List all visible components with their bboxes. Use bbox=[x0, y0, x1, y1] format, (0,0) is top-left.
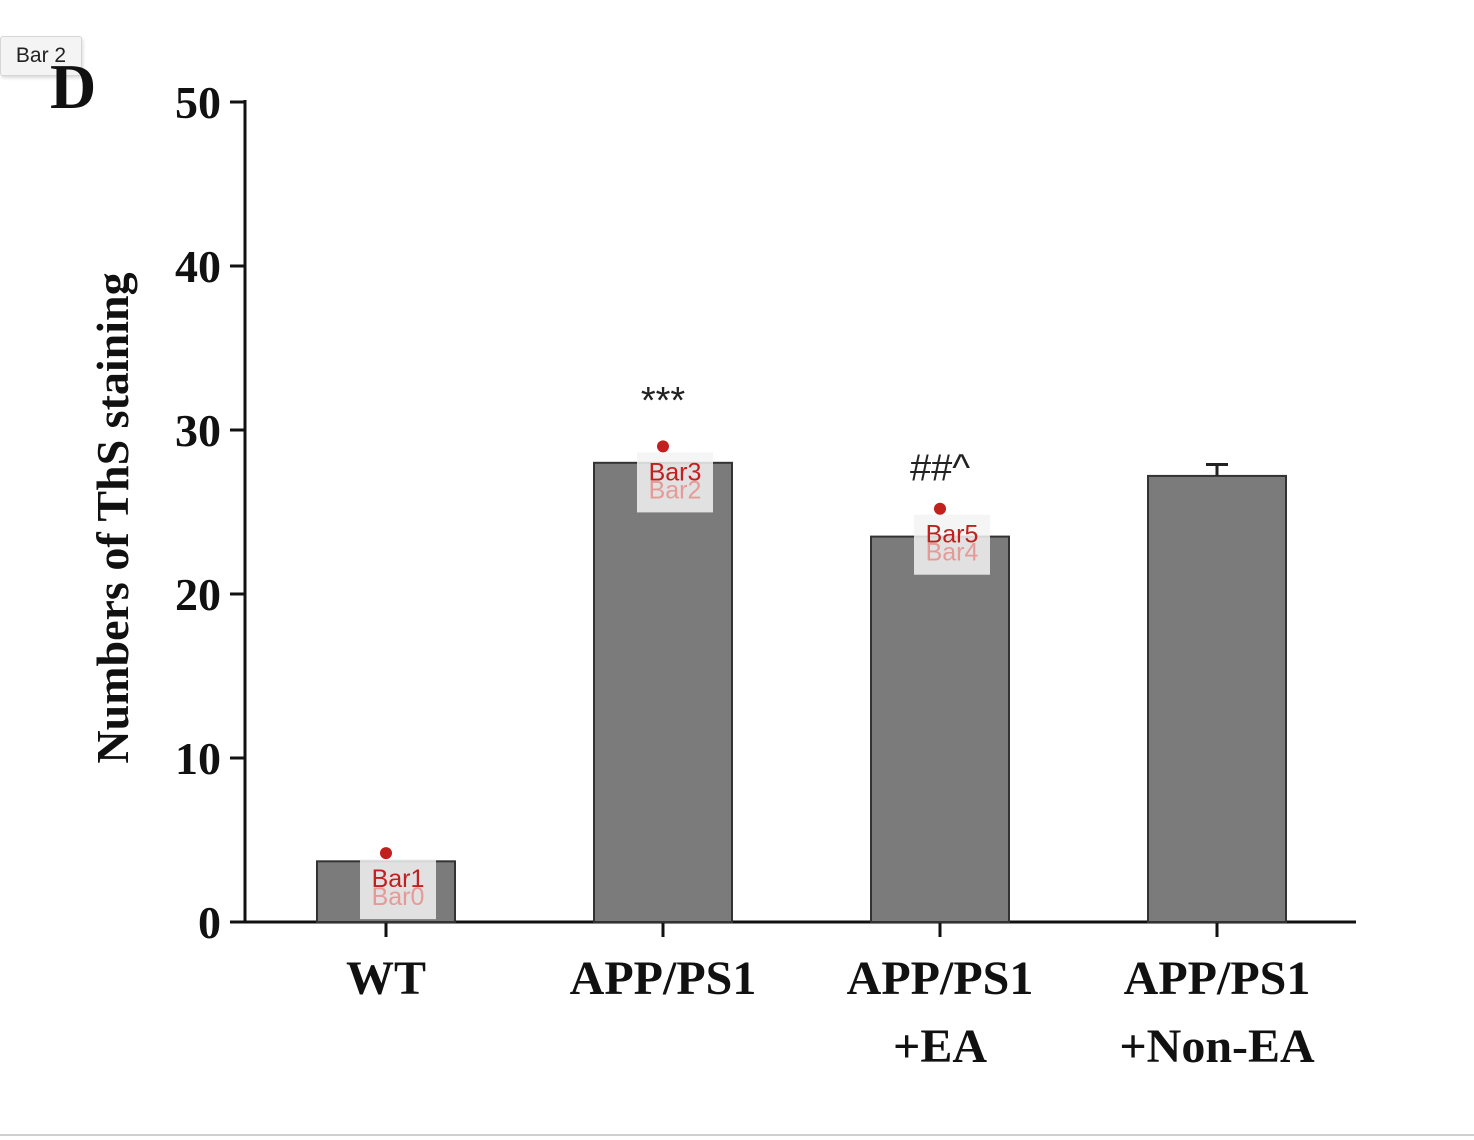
y-tick-label: 0 bbox=[198, 897, 221, 948]
marker-label-behind: Bar0 bbox=[372, 883, 425, 911]
window-bottom-border bbox=[0, 1134, 1474, 1136]
x-tick-label: APP/PS1 bbox=[570, 952, 757, 1005]
panel-label: D bbox=[50, 51, 96, 122]
marker-label-box bbox=[637, 452, 713, 513]
y-tick-label: 50 bbox=[175, 77, 221, 128]
tooltip: Bar 2 bbox=[0, 36, 82, 76]
marker-label-box bbox=[914, 514, 990, 575]
marker-label-behind: Bar2 bbox=[649, 476, 702, 504]
bar bbox=[1147, 474, 1287, 923]
marker-point bbox=[657, 440, 669, 453]
marker-label: Bar1 bbox=[372, 865, 425, 893]
x-tick-label: APP/PS1 bbox=[847, 952, 1034, 1005]
y-tick-label: 40 bbox=[175, 241, 221, 292]
marker-point bbox=[380, 847, 392, 860]
x-tick-label: WT bbox=[346, 952, 426, 1005]
y-tick-label: 20 bbox=[175, 569, 221, 620]
marker-label-box bbox=[360, 859, 436, 920]
marker-point bbox=[934, 502, 946, 515]
marker-label-behind: Bar4 bbox=[926, 539, 979, 567]
x-tick-label: +Non-EA bbox=[1119, 1020, 1315, 1073]
x-tick-label: +EA bbox=[893, 1020, 987, 1073]
significance-annotation: *** bbox=[641, 380, 686, 422]
bar bbox=[870, 535, 1010, 923]
y-tick-label: 30 bbox=[175, 405, 221, 456]
x-tick-label: APP/PS1 bbox=[1124, 952, 1311, 1005]
marker-label: Bar5 bbox=[926, 521, 979, 549]
y-axis-label: Numbers of ThS staining bbox=[87, 272, 138, 763]
marker-label: Bar3 bbox=[649, 458, 702, 486]
y-tick-label: 10 bbox=[175, 733, 221, 784]
significance-annotation: ##^ bbox=[910, 448, 970, 490]
bar bbox=[593, 461, 733, 923]
